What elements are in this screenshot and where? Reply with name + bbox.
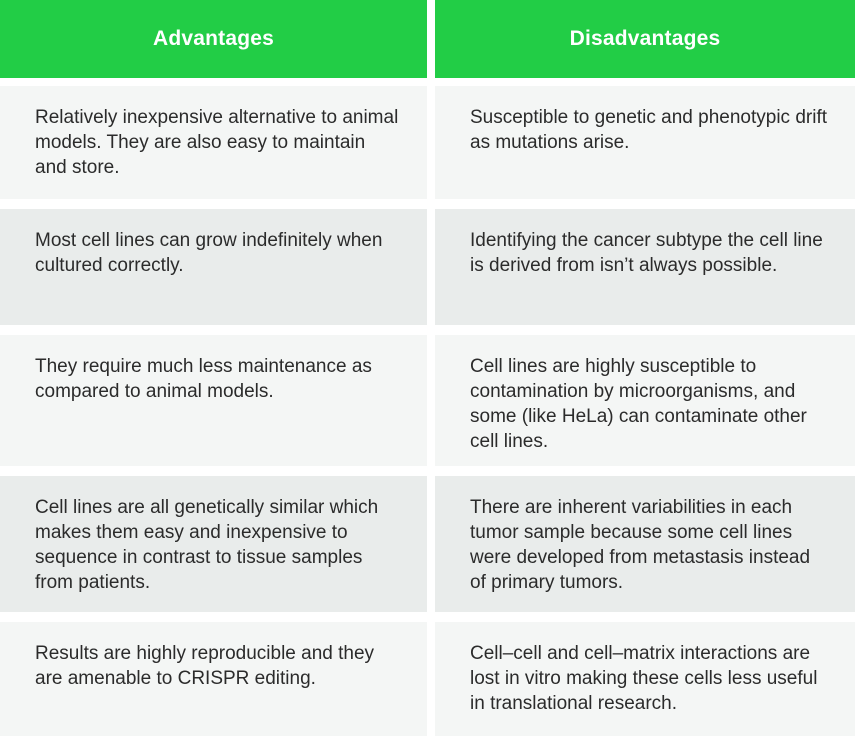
disadvantage-cell: There are inherent variabilities in each… [435,476,855,612]
advantage-cell-text: Relatively inexpensive alternative to an… [35,107,399,178]
disadvantage-cell: Identifying the cancer subtype the cell … [435,209,855,325]
table-header-row: Advantages Disadvantages [0,0,855,78]
disadvantages-header: Disadvantages [435,0,855,78]
advantages-header: Advantages [0,0,427,78]
disadvantage-cell-text: There are inherent variabilities in each… [470,497,811,593]
disadvantage-cell-text: Cell lines are highly susceptible to con… [470,356,807,452]
advantage-cell-text: Most cell lines can grow indefinitely wh… [35,230,383,276]
advantage-cell: Results are highly reproducible and they… [0,622,427,736]
advantage-cell-text: Results are highly reproducible and they… [35,643,375,689]
disadvantage-cell: Cell–cell and cell–matrix interactions a… [435,622,855,736]
disadvantage-cell: Cell lines are highly susceptible to con… [435,335,855,466]
disadvantage-cell: Susceptible to genetic and phenotypic dr… [435,86,855,199]
disadvantage-cell-text: Susceptible to genetic and phenotypic dr… [470,107,828,153]
disadvantage-cell-text: Identifying the cancer subtype the cell … [470,230,823,276]
advantage-cell: Most cell lines can grow indefinitely wh… [0,209,427,325]
disadvantage-cell-text: Cell–cell and cell–matrix interactions a… [470,643,818,714]
table-body: Relatively inexpensive alternative to an… [0,86,855,736]
advantage-cell-text: Cell lines are all genetically similar w… [35,497,379,593]
advantage-cell: They require much less maintenance as co… [0,335,427,466]
advantage-cell-text: They require much less maintenance as co… [35,356,372,402]
advantage-cell: Cell lines are all genetically similar w… [0,476,427,612]
advantage-cell: Relatively inexpensive alternative to an… [0,86,427,199]
